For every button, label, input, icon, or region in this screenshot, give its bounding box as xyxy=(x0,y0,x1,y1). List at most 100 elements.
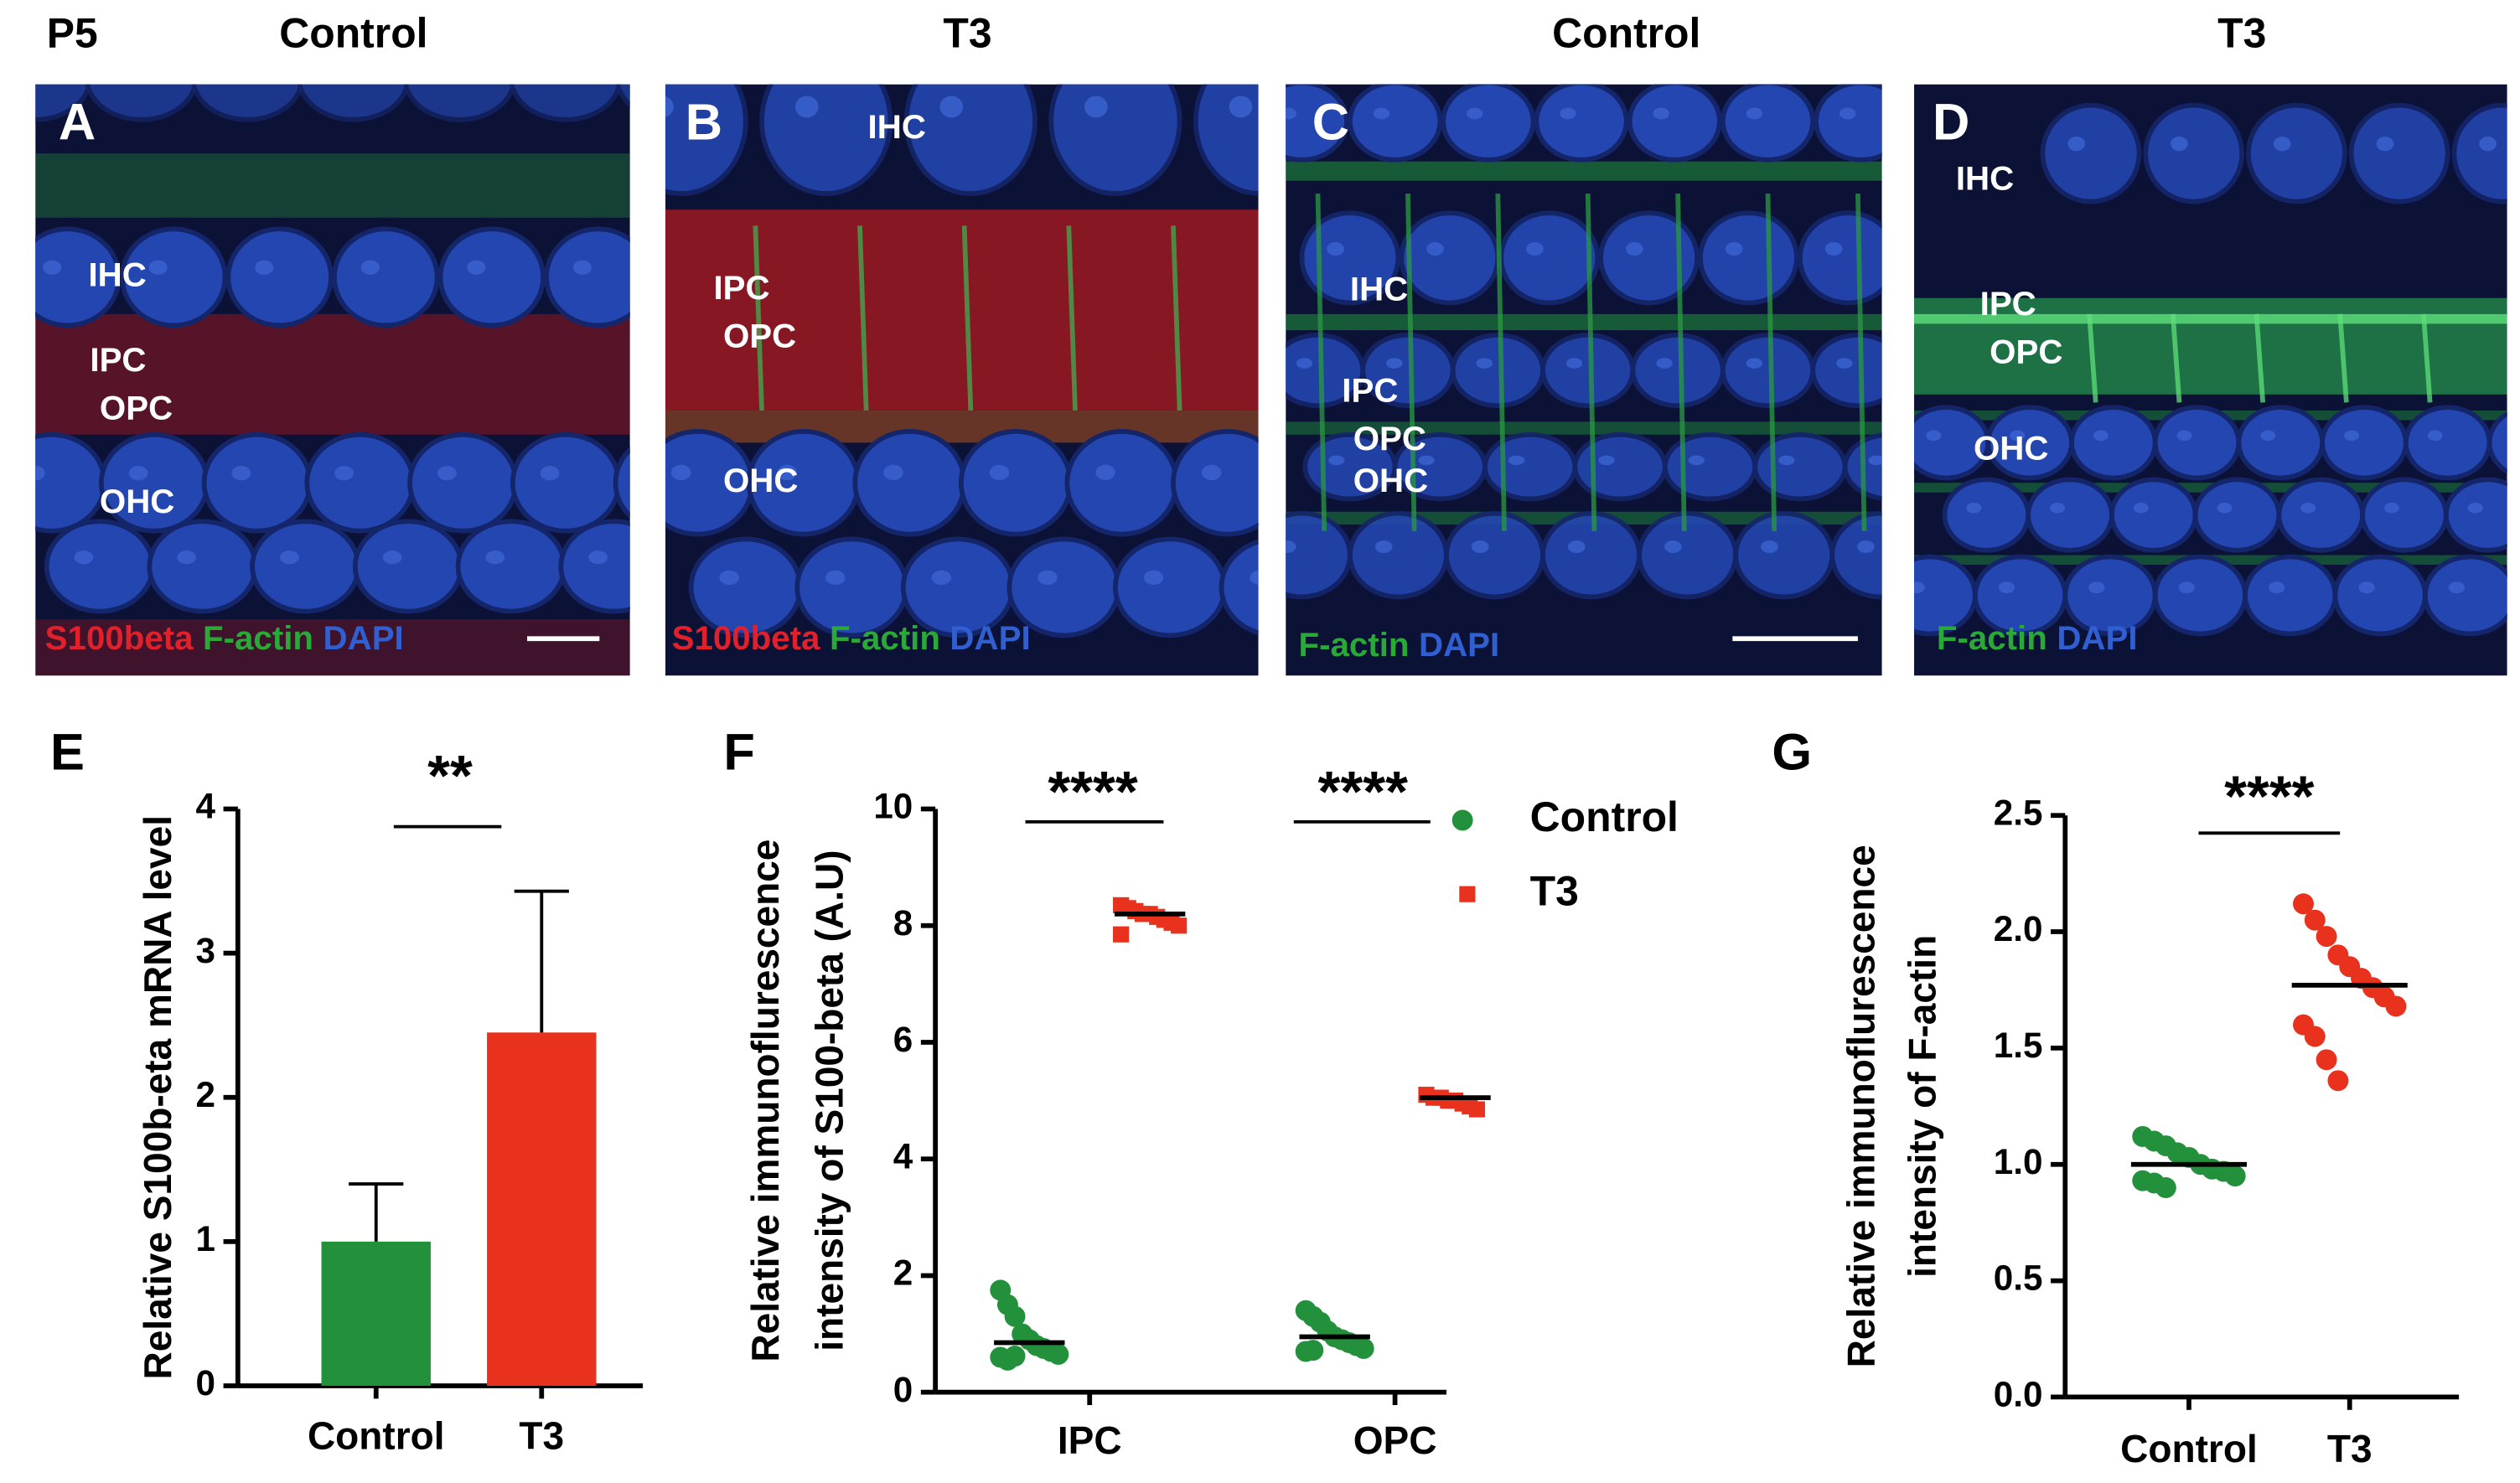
filament xyxy=(2421,313,2433,403)
stain-band xyxy=(1286,313,1882,331)
panel-letter: E xyxy=(50,723,85,781)
filament xyxy=(1675,193,1687,531)
nucleus xyxy=(190,84,304,122)
stain-band xyxy=(35,313,630,435)
nucleus-detail xyxy=(1526,241,1544,256)
nucleus-detail xyxy=(433,64,453,76)
nucleus-detail xyxy=(2448,581,2466,594)
y-tick-label: 1.5 xyxy=(1994,1026,2043,1065)
nucleus xyxy=(759,84,893,196)
nucleus-detail xyxy=(2260,430,2276,442)
panel-letter: C xyxy=(1312,94,1349,152)
nucleus xyxy=(403,84,516,122)
nucleus xyxy=(1698,210,1799,306)
nucleus xyxy=(1348,510,1449,600)
legend-label: T3 xyxy=(1530,867,1579,914)
nucleus-detail xyxy=(2067,136,2086,152)
significance: **** xyxy=(1318,759,1409,824)
nucleus-detail xyxy=(1746,107,1763,120)
group-label: Control xyxy=(279,9,427,56)
stain-name: F-actin xyxy=(830,619,940,657)
nucleus-detail xyxy=(2050,502,2066,514)
nucleus xyxy=(44,519,156,614)
nucleus xyxy=(35,84,92,122)
nucleus xyxy=(2320,405,2409,481)
nucleus xyxy=(544,226,630,328)
age-label: P5 xyxy=(47,9,98,56)
nucleus xyxy=(1720,332,1816,409)
nucleus-detail xyxy=(2171,136,2188,152)
panel-letter: F xyxy=(723,723,754,781)
nucleus xyxy=(201,431,313,534)
cell-label: OPC xyxy=(1990,333,2062,370)
nucleus-detail xyxy=(2178,581,2195,594)
nucleus-detail xyxy=(1836,358,1853,369)
filament xyxy=(753,225,764,411)
nucleus xyxy=(332,226,440,328)
nucleus-detail xyxy=(1143,570,1164,586)
stain-band xyxy=(665,209,1259,443)
nucleus xyxy=(352,519,464,614)
nucleus-detail xyxy=(1084,96,1108,118)
nucleus xyxy=(1598,210,1700,306)
nucleus-detail xyxy=(2479,136,2497,152)
nucleus-detail xyxy=(645,64,665,76)
nucleus-detail xyxy=(1327,241,1344,256)
nucleus xyxy=(455,519,567,614)
nucleus xyxy=(1064,429,1179,537)
nucleus xyxy=(510,431,622,534)
nucleus-detail xyxy=(2176,430,2192,442)
nucleus xyxy=(1797,210,1882,306)
nucleus-detail xyxy=(1508,455,1525,466)
nucleus-detail xyxy=(1374,540,1393,554)
y-tick-label: 1.0 xyxy=(1994,1142,2043,1181)
x-tick-label: OPC xyxy=(1353,1418,1437,1462)
nucleus-detail xyxy=(2133,502,2149,514)
y-axis-label: intensity of S100-beta (A.U) xyxy=(808,850,851,1351)
stain-band xyxy=(1286,161,1882,181)
nucleus xyxy=(250,519,361,614)
stain-name: DAPI xyxy=(2057,619,2137,657)
point xyxy=(1048,1343,1069,1365)
nucleus-detail xyxy=(1386,358,1403,369)
nucleus-detail xyxy=(148,260,168,275)
cell-label: OHC xyxy=(723,462,798,499)
nucleus xyxy=(1113,536,1228,638)
nucleus xyxy=(2026,477,2114,553)
nucleus-detail xyxy=(1037,570,1058,586)
nucleus-detail xyxy=(2217,502,2233,514)
nucleus xyxy=(85,84,199,122)
filament xyxy=(1315,193,1327,531)
nucleus xyxy=(1942,477,2031,553)
nucleus-detail xyxy=(1688,455,1705,466)
nucleus-detail xyxy=(794,96,819,118)
nucleus xyxy=(1572,431,1668,502)
y-tick-label: 4 xyxy=(196,787,216,826)
nucleus-detail xyxy=(1296,358,1313,369)
nucleus-detail xyxy=(1664,540,1682,554)
point xyxy=(2327,1070,2349,1092)
nucleus-detail xyxy=(334,466,354,481)
nucleus xyxy=(2443,477,2507,553)
nucleus xyxy=(1444,510,1545,600)
panel-letter: B xyxy=(686,94,722,152)
nucleus-detail xyxy=(1373,107,1390,120)
nucleus-detail xyxy=(931,570,952,586)
filament xyxy=(1171,225,1182,411)
nucleus-detail xyxy=(279,550,299,565)
group-label: T3 xyxy=(943,9,991,56)
nucleus-detail xyxy=(360,260,380,275)
cell-label: OPC xyxy=(100,390,173,427)
nucleus-detail xyxy=(665,96,674,117)
nucleus-detail xyxy=(1653,107,1669,120)
y-tick-label: 0 xyxy=(196,1363,215,1403)
cell-label: IHC xyxy=(868,108,926,146)
nucleus-detail xyxy=(1839,107,1856,120)
nucleus-detail xyxy=(382,550,402,565)
y-tick-label: 0.5 xyxy=(1994,1258,2043,1298)
stain-name: DAPI xyxy=(1419,625,1499,663)
nucleus xyxy=(1399,210,1501,306)
cell-label: IPC xyxy=(1342,371,1398,409)
x-tick-label: T3 xyxy=(519,1413,564,1457)
